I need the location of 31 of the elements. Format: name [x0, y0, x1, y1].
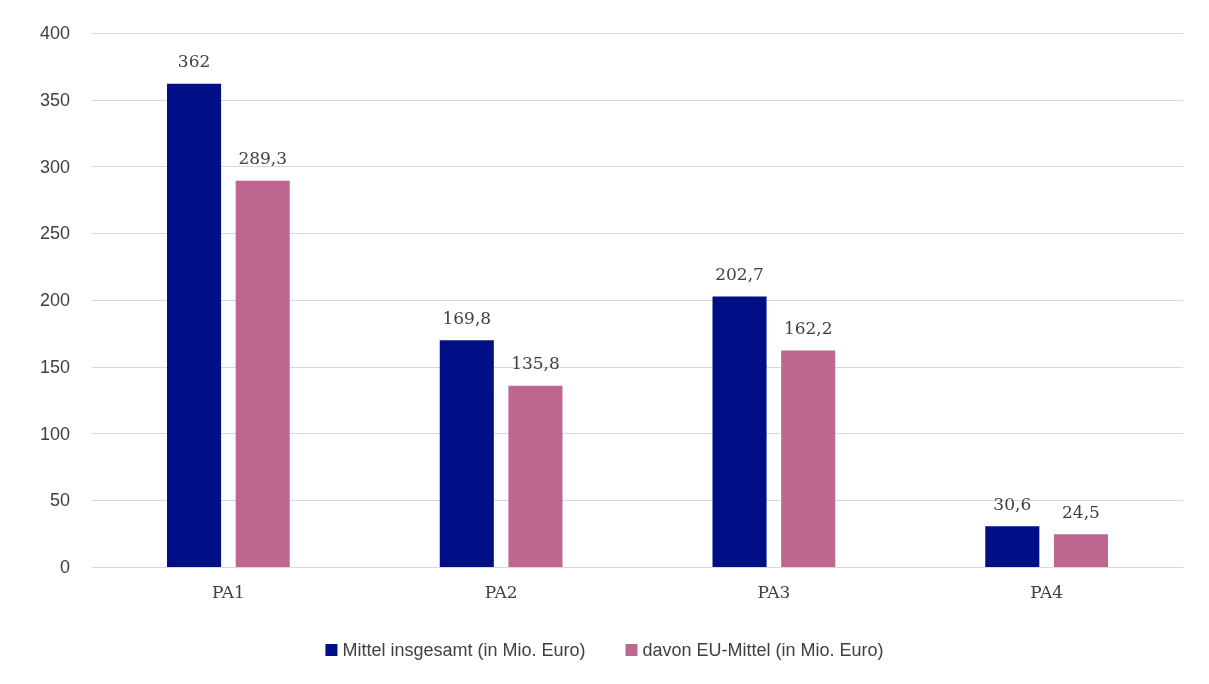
y-tick-label: 350	[39, 89, 70, 110]
data-label: 202,7	[715, 263, 764, 284]
bar	[1053, 534, 1108, 567]
x-tick-label: PA4	[1030, 581, 1064, 602]
data-label: 30,6	[993, 493, 1032, 514]
data-label: 135,8	[511, 353, 560, 374]
bar	[508, 385, 563, 567]
y-tick-label: 250	[39, 223, 70, 244]
y-tick-label: 400	[39, 23, 70, 43]
y-tick-label: 50	[49, 490, 70, 511]
legend-label: davon EU-Mittel (in Mio. Euro)	[642, 640, 884, 660]
x-tick-label: PA1	[211, 581, 245, 602]
bar	[781, 350, 836, 567]
data-label: 24,5	[1062, 501, 1100, 522]
y-tick-label: 0	[59, 557, 70, 577]
legend-label: Mittel insgesamt (in Mio. Euro)	[342, 640, 586, 660]
bar	[712, 296, 767, 567]
data-label: 289,3	[238, 148, 288, 169]
y-tick-label: 200	[39, 290, 70, 310]
y-tick-label: 150	[39, 356, 70, 377]
bar	[167, 83, 222, 567]
data-label: 362	[177, 51, 211, 72]
x-tick-label: PA2	[484, 581, 518, 602]
data-label: 162,2	[783, 317, 833, 338]
bar	[985, 526, 1040, 567]
y-tick-label: 300	[39, 156, 70, 177]
bar	[439, 340, 494, 567]
data-label: 169,8	[442, 307, 492, 328]
x-tick-label: PA3	[757, 581, 791, 602]
y-tick-label: 100	[39, 423, 70, 444]
bar	[235, 180, 290, 567]
